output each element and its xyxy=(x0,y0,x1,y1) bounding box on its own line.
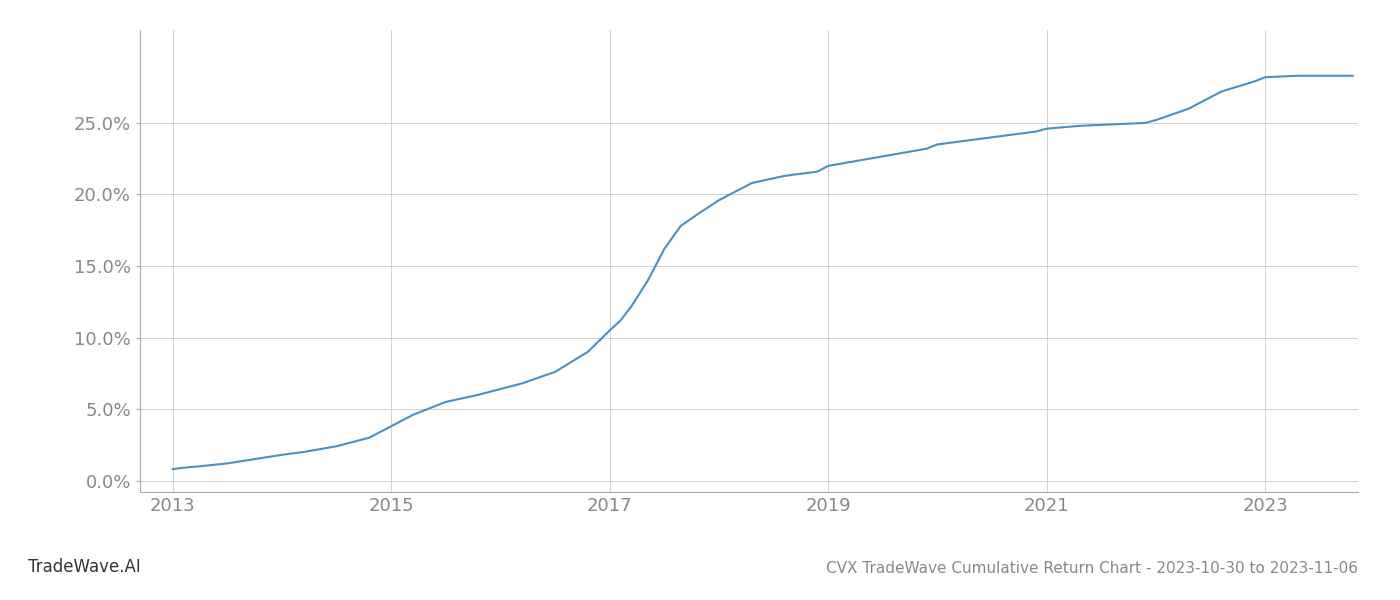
Text: CVX TradeWave Cumulative Return Chart - 2023-10-30 to 2023-11-06: CVX TradeWave Cumulative Return Chart - … xyxy=(826,561,1358,576)
Text: TradeWave.AI: TradeWave.AI xyxy=(28,558,141,576)
